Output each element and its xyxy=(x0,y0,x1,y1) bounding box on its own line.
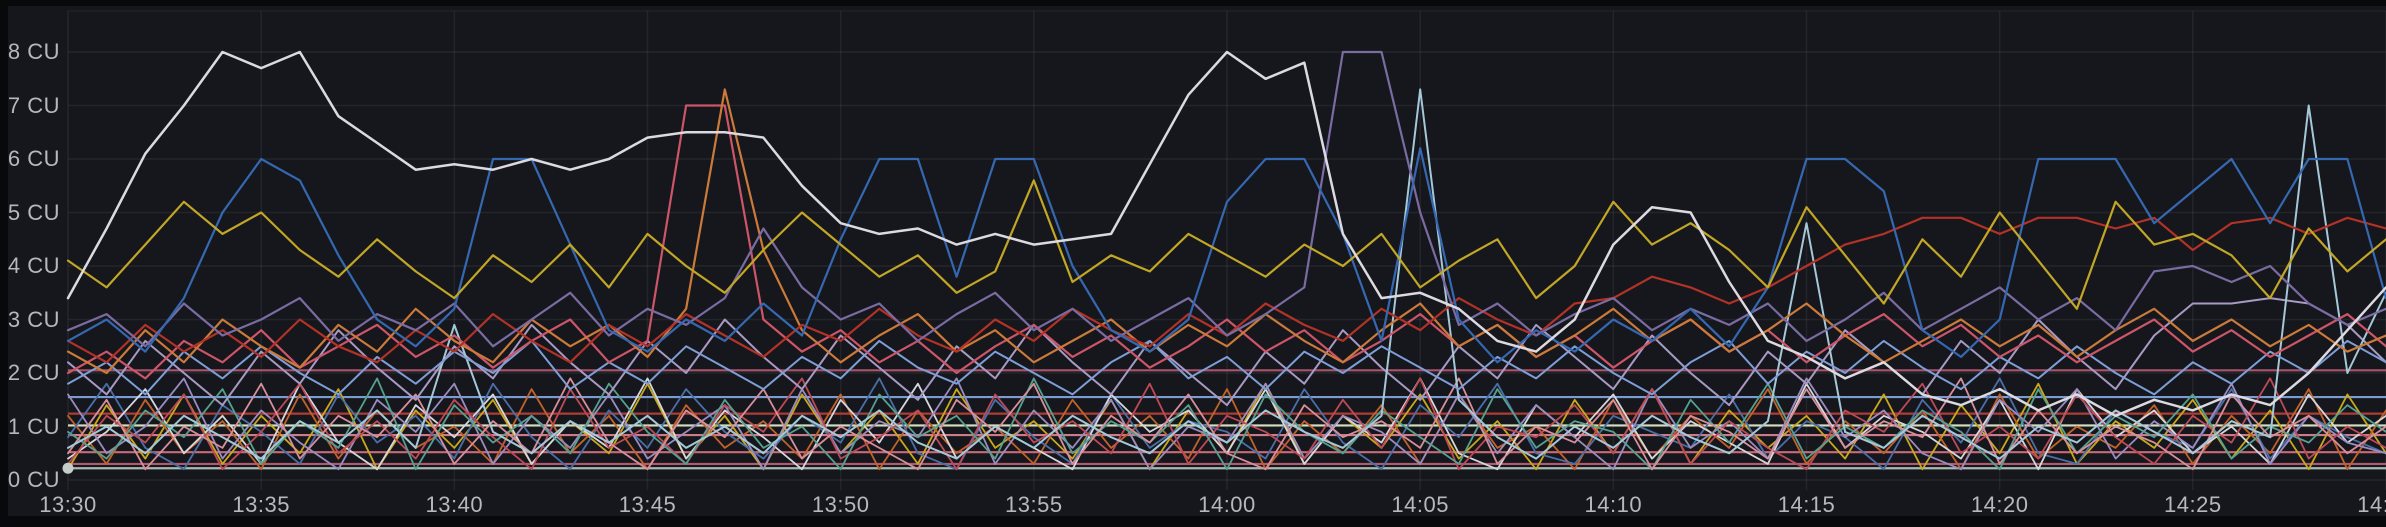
x-axis-tick-label-1: 13:35 xyxy=(232,492,290,517)
series-low-red xyxy=(67,377,2386,471)
series-low-orange xyxy=(67,388,2386,471)
x-axis-tick-label-12: 14:30 xyxy=(2357,492,2386,517)
y-axis-tick-label-8: 8 CU xyxy=(7,39,60,64)
series-compute-gold xyxy=(66,179,2386,310)
x-axis-tick-label-0: 13:30 xyxy=(39,492,97,517)
y-axis-tick-label-7: 7 CU xyxy=(7,92,60,118)
y-axis-tick-label-4: 4 CU xyxy=(7,253,60,278)
x-axis-tick-label-7: 14:05 xyxy=(1391,492,1449,517)
series-compute-palecyan xyxy=(67,88,2386,460)
x-axis-tick-label-9: 14:15 xyxy=(1777,492,1836,517)
x-axis-tick-label-10: 14:20 xyxy=(1970,492,2029,517)
series-low-blue xyxy=(67,377,2386,471)
y-axis-tick-label-2: 2 CU xyxy=(7,360,60,385)
y-axis-tick-label-3: 3 CU xyxy=(7,306,60,332)
series-low-teal xyxy=(67,377,2386,471)
series-low-pink xyxy=(67,377,2386,471)
x-axis-tick-label-8: 14:10 xyxy=(1584,492,1643,517)
y-axis-tick-label-1: 1 CU xyxy=(7,413,60,439)
x-axis-tick-label-3: 13:45 xyxy=(618,492,677,517)
series-compute-white xyxy=(66,50,2386,418)
series-start-marker xyxy=(62,462,74,474)
x-axis-tick-label-6: 14:00 xyxy=(1198,492,1256,517)
series-compute-redpink xyxy=(66,104,2386,380)
x-axis-tick-label-11: 14:25 xyxy=(2164,492,2222,517)
x-axis-tick-label-5: 13:55 xyxy=(1005,492,1063,517)
series-compute-lavender xyxy=(67,297,2386,407)
series-compute-orange xyxy=(66,88,2386,375)
x-axis-tick-label-2: 13:40 xyxy=(425,492,484,517)
y-axis-tick-label-5: 5 CU xyxy=(7,199,60,225)
series-compute-blue xyxy=(66,147,2386,364)
x-axis-tick-label-4: 13:50 xyxy=(811,492,870,517)
y-axis-tick-label-0: 0 CU xyxy=(7,467,60,492)
y-axis-tick-label-6: 6 CU xyxy=(7,146,60,171)
series-compute-purple xyxy=(66,50,2386,348)
